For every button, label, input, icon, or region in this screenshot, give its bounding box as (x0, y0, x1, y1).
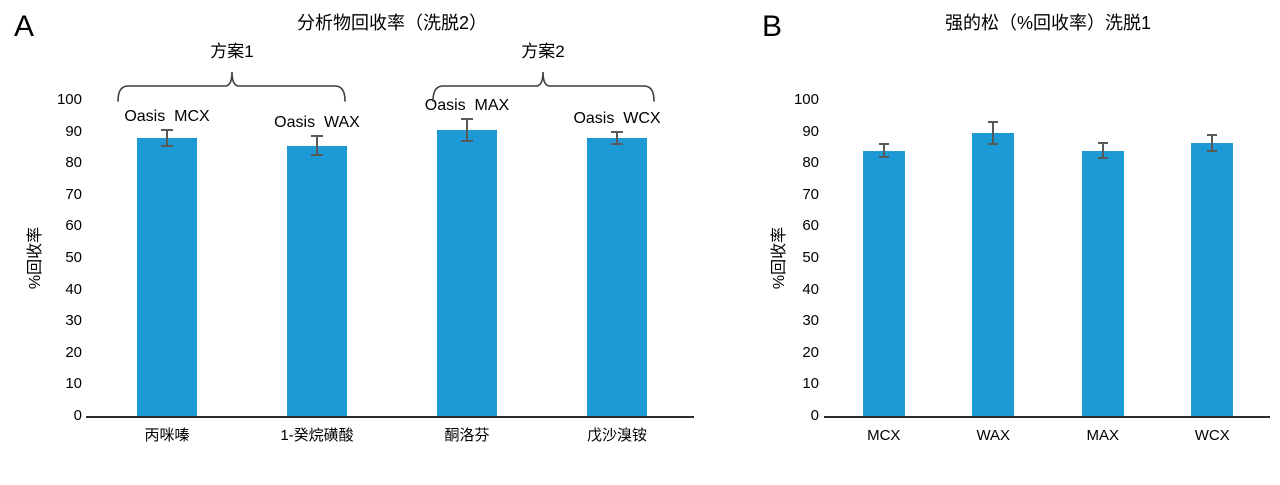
error-bar-cap (311, 135, 323, 138)
category-label: MAX (1086, 427, 1119, 444)
y-tick-label: 30 (65, 312, 82, 330)
group-brace (117, 71, 346, 102)
y-tick-label: 60 (65, 217, 82, 235)
error-bar-cap (611, 130, 623, 133)
y-tick-label: 30 (802, 312, 819, 330)
category-label: WCX (1194, 427, 1230, 444)
bar-top-label: Oasis WCX (573, 109, 661, 127)
x-axis-line-a (86, 416, 694, 418)
error-bar-cap (1097, 141, 1108, 144)
panel-a: A 分析物回收率（洗脱2） %回收率 0 10 20 30 40 50 60 70 80 90 10… (14, 10, 694, 444)
error-bar-cap (1207, 133, 1218, 136)
y-tick-label: 50 (802, 249, 819, 266)
y-tick-label: 10 (65, 375, 82, 393)
error-bar-line (466, 118, 468, 142)
bar (137, 137, 197, 416)
y-tick-label: 100 (56, 91, 82, 108)
x-axis-line-b (824, 416, 1270, 418)
error-bar-line (316, 136, 318, 156)
error-bar-cap (461, 117, 473, 120)
y-tick-label: 70 (802, 185, 819, 203)
error-bar-line (992, 122, 995, 145)
bar-top-label: Oasis WAX (274, 114, 360, 132)
panel-letter-b: B (762, 10, 783, 43)
bar-top-label: Oasis MAX (424, 96, 510, 114)
y-tick-label: 0 (73, 407, 82, 424)
bar (1081, 150, 1124, 416)
error-bar-cap (878, 155, 889, 158)
y-tick-label: 40 (802, 280, 819, 298)
y-tick-label: 100 (793, 91, 819, 108)
group-brace-label: 方案1 (210, 42, 254, 61)
chart-title-a: 分析物回收率（洗脱2） (296, 13, 487, 33)
y-tick-label: 40 (65, 280, 82, 298)
bar (1191, 142, 1234, 416)
bar-top-label: Oasis MCX (124, 108, 210, 126)
category-label: 酮洛芬 (444, 427, 490, 444)
category-label: 戊沙溴铵 (586, 427, 647, 444)
error-bar-cap (161, 129, 173, 132)
error-bar-cap (461, 140, 473, 143)
panel-letter-a: A (14, 10, 35, 43)
y-tick-label: 90 (65, 122, 82, 140)
y-tick-label: 90 (802, 122, 819, 140)
group-brace (432, 71, 655, 102)
bar (287, 145, 347, 416)
error-bar-line (1211, 134, 1214, 151)
error-bar-line (616, 131, 618, 145)
group-brace-label: 方案2 (521, 42, 565, 61)
y-tick-label: 20 (802, 343, 819, 361)
y-tick-label: 60 (802, 217, 819, 235)
error-bar-line (166, 130, 168, 146)
category-label: 丙咪嗪 (144, 427, 190, 444)
bar (862, 150, 905, 416)
error-bar-cap (161, 144, 173, 147)
y-tick-label: 50 (65, 249, 82, 266)
error-bar-cap (988, 143, 999, 146)
bar (972, 133, 1015, 416)
category-label: 1-癸烷磺酸 (280, 427, 354, 444)
bar (587, 137, 647, 416)
error-bar-cap (611, 143, 623, 146)
error-bar-cap (311, 154, 323, 157)
y-tick-label: 80 (65, 154, 82, 172)
error-bar-cap (1207, 149, 1218, 152)
y-tick-label: 80 (802, 154, 819, 172)
bar (437, 130, 497, 416)
chart-title-b: 强的松（%回收率）洗脱1 (944, 13, 1151, 33)
category-label: WAX (976, 427, 1011, 444)
error-bar-cap (988, 121, 999, 124)
error-bar-line (882, 144, 885, 157)
error-bar-line (1101, 142, 1104, 159)
error-bar-cap (1097, 157, 1108, 160)
error-bar-cap (878, 143, 889, 146)
y-tick-label: 0 (810, 407, 819, 424)
y-tick-label: 70 (65, 185, 82, 203)
panel-b: B 强的松（%回收率）洗脱1 %回收率 0 10 20 30 40 50 60 70 80 90 1… (700, 0, 1280, 485)
y-tick-label: 10 (802, 375, 819, 393)
category-label: MCX (867, 427, 901, 444)
y-tick-label: 20 (65, 343, 82, 361)
